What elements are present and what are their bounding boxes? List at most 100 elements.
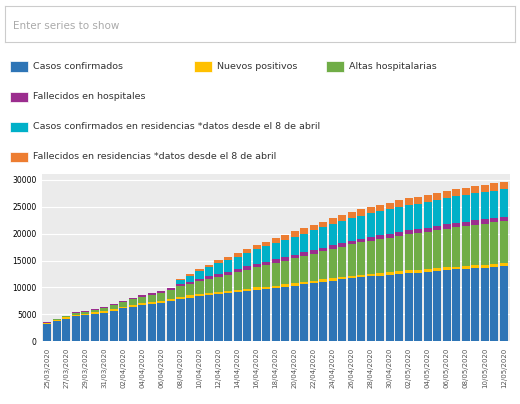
Bar (386, 203, 394, 209)
Bar (329, 245, 337, 249)
Bar (186, 282, 194, 284)
Bar (281, 240, 289, 257)
Bar (471, 187, 479, 194)
Bar (338, 243, 346, 246)
Bar (395, 274, 404, 341)
Bar (291, 258, 298, 283)
Text: Altas hospitalarias: Altas hospitalarias (349, 62, 437, 71)
Bar (348, 278, 356, 341)
Bar (196, 297, 203, 341)
Bar (243, 249, 251, 253)
Bar (262, 265, 270, 287)
Bar (319, 248, 327, 251)
Bar (348, 218, 356, 240)
Bar (329, 281, 337, 341)
Bar (253, 249, 261, 264)
Bar (205, 265, 213, 267)
Bar (452, 227, 460, 267)
Text: Casos confirmados en residencias *datos desde el 8 de abril: Casos confirmados en residencias *datos … (33, 122, 320, 131)
Bar (186, 298, 194, 341)
Bar (348, 244, 356, 276)
Bar (424, 227, 432, 232)
Bar (148, 293, 156, 295)
Bar (433, 193, 441, 200)
Bar (186, 276, 194, 282)
Bar (81, 314, 89, 315)
Bar (443, 225, 451, 229)
Bar (319, 251, 327, 280)
Bar (281, 257, 289, 261)
Bar (481, 192, 489, 219)
Bar (214, 263, 223, 274)
Bar (158, 301, 165, 303)
Bar (148, 295, 156, 302)
Bar (253, 288, 261, 290)
Bar (300, 234, 308, 252)
Bar (120, 301, 127, 302)
Bar (443, 198, 451, 225)
Bar (72, 316, 80, 341)
Bar (395, 207, 404, 232)
Bar (309, 281, 318, 283)
Bar (214, 274, 223, 276)
Bar (120, 302, 127, 307)
Bar (262, 289, 270, 341)
Bar (395, 236, 404, 271)
Bar (110, 304, 118, 305)
Bar (233, 290, 242, 292)
Bar (62, 319, 70, 341)
Bar (205, 279, 213, 293)
Bar (148, 302, 156, 304)
Bar (386, 272, 394, 275)
Bar (196, 269, 203, 271)
Bar (224, 257, 232, 260)
Bar (271, 263, 280, 286)
Bar (500, 182, 508, 189)
Bar (100, 307, 109, 308)
Bar (405, 273, 413, 341)
Bar (452, 196, 460, 223)
Bar (138, 297, 147, 303)
Bar (338, 277, 346, 280)
Bar (110, 309, 118, 311)
Bar (53, 322, 61, 341)
Bar (281, 261, 289, 284)
Bar (386, 209, 394, 234)
Bar (462, 221, 470, 226)
Bar (129, 307, 137, 341)
Bar (490, 191, 499, 218)
Bar (196, 294, 203, 297)
Bar (433, 268, 441, 271)
Bar (253, 245, 261, 249)
Bar (405, 270, 413, 273)
Bar (62, 316, 70, 318)
Bar (424, 232, 432, 269)
Bar (253, 264, 261, 267)
Bar (471, 225, 479, 265)
Bar (481, 267, 489, 341)
Bar (233, 272, 242, 290)
Bar (357, 242, 365, 275)
Bar (319, 280, 327, 282)
Bar (233, 253, 242, 257)
Bar (158, 293, 165, 301)
Bar (443, 267, 451, 270)
Bar (91, 309, 99, 310)
Bar (386, 238, 394, 272)
Bar (405, 230, 413, 234)
Bar (395, 271, 404, 274)
Bar (405, 198, 413, 205)
Bar (167, 299, 175, 301)
Bar (452, 267, 460, 269)
Bar (262, 262, 270, 265)
Bar (43, 323, 51, 324)
Bar (452, 269, 460, 341)
Bar (233, 269, 242, 272)
Bar (405, 205, 413, 230)
Bar (10, 122, 28, 132)
Bar (329, 278, 337, 281)
Bar (338, 221, 346, 243)
Bar (500, 221, 508, 263)
Bar (10, 152, 28, 162)
Bar (291, 286, 298, 341)
